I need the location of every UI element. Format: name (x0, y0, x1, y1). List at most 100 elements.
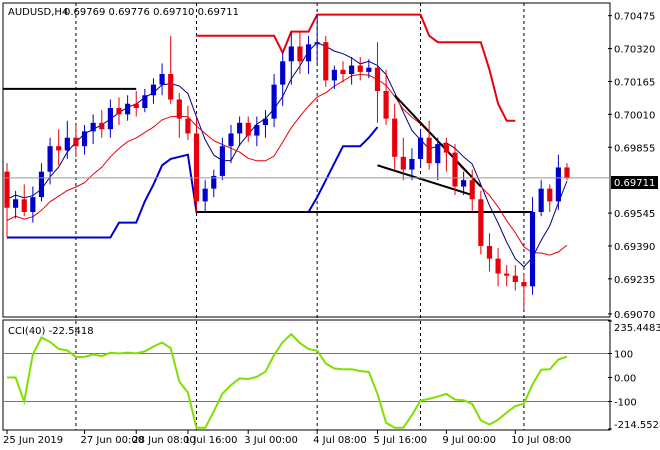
time-tick-label-2: 28 Jun 08:00 (132, 435, 196, 446)
symbol-label: AUDUSD,H4 (8, 7, 68, 18)
price-axis: 0.70475 0.70320 0.70165 0.70010 0.69855 0.695… (3, 12, 655, 321)
candle-body-11 (99, 122, 105, 130)
candle-body-8 (73, 137, 79, 147)
price-tick-label-2: 0.70165 (614, 77, 655, 88)
trend-line-lower (377, 164, 473, 196)
candle-body-27 (237, 122, 243, 134)
time-tick-label-7: 9 Jul 00:00 (442, 435, 496, 446)
candle-body-6 (56, 146, 62, 151)
time-tick-label-5: 4 Jul 08:00 (313, 435, 367, 446)
candle-body-45 (392, 118, 398, 157)
candle-body-49 (426, 137, 432, 164)
time-tick-label-3: 1 Jul 16:00 (184, 435, 238, 446)
candle-body-57 (495, 258, 501, 274)
candle-body-15 (133, 103, 139, 108)
candle-body-32 (280, 61, 286, 85)
candle-body-25 (219, 146, 225, 176)
candle-body-4 (38, 171, 45, 198)
candle-body-28 (245, 122, 251, 136)
time-tick-label-0: 25 Jun 2019 (3, 435, 63, 446)
candle-body-17 (150, 84, 157, 96)
candle-body-53 (461, 180, 467, 187)
ohlc-label: 0.69769 0.69776 0.69710 0.69711 (64, 7, 239, 18)
candle-body-5 (47, 146, 53, 172)
candle-body-18 (159, 74, 165, 85)
candle-body-2 (21, 199, 27, 212)
candle-body-9 (81, 131, 88, 147)
candle-body-44 (383, 91, 389, 119)
candle-body-48 (417, 137, 424, 159)
candle-body-50 (435, 144, 441, 164)
time-tick-label-1: 27 Jun 00:00 (81, 435, 145, 446)
candle-body-54 (469, 180, 475, 200)
price-tick-label-9: 0.69070 (614, 310, 655, 321)
candle-body-38 (331, 69, 337, 81)
candle-body-35 (305, 44, 312, 62)
cci-tick-label-2: 0.00 (614, 374, 636, 385)
candle-body-42 (366, 67, 372, 72)
candle-body-59 (512, 275, 518, 283)
candle-body-7 (64, 137, 70, 151)
current-price-tag: 0.69711 (614, 178, 655, 189)
time-tick-label-4: 3 Jul 00:00 (244, 435, 298, 446)
time-tick-label-8: 10 Jul 08:00 (511, 435, 571, 446)
candle-body-14 (125, 103, 131, 115)
cci-label: CCI(40) -22.5418 (8, 326, 94, 337)
candle-body-51 (443, 144, 449, 153)
candle-body-43 (374, 67, 381, 92)
current-price-tag-bg (611, 176, 658, 189)
cci-tick-label-0: 235.4483 (614, 323, 660, 334)
candle-body-34 (297, 46, 303, 62)
candle-body-3 (30, 197, 36, 212)
candle-body-63 (547, 188, 553, 202)
candle-body-30 (262, 118, 269, 125)
candle-body-13 (116, 108, 122, 115)
channel-lower-line (7, 126, 379, 239)
candle-body-40 (349, 65, 355, 75)
candle-body-41 (357, 65, 363, 72)
candle-body-23 (202, 188, 208, 202)
price-tick-label-0: 0.70475 (614, 12, 655, 23)
candle-body-10 (90, 122, 96, 132)
candle-body-47 (409, 158, 415, 170)
cci-tick-label-1: 100 (614, 350, 633, 361)
candle-body-21 (185, 118, 191, 134)
candle-body-36 (314, 42, 320, 45)
candle-body-37 (323, 42, 329, 81)
price-tick-label-6: 0.69545 (614, 209, 655, 220)
candle-body-56 (486, 245, 493, 259)
cci-axis: 235.4483 100 0.00 -100 -214.5528 (608, 320, 660, 431)
candle-body-65 (564, 167, 570, 179)
cci-tick-label-3: -100 (614, 398, 637, 409)
candle-body-58 (504, 273, 510, 276)
time-separators (75, 3, 525, 430)
candle-body-31 (271, 84, 277, 119)
candle-body-60 (521, 282, 527, 287)
price-tick-label-8: 0.69235 (614, 275, 655, 286)
candle-body-52 (452, 152, 458, 187)
candle-body-39 (340, 69, 346, 75)
candle-body-16 (142, 95, 148, 108)
price-tick-label-3: 0.70010 (614, 110, 655, 121)
cci-indicator (3, 332, 610, 429)
candle-body-33 (288, 46, 294, 62)
cci-line (7, 332, 568, 429)
time-tick-label-6: 5 Jul 16:00 (373, 435, 427, 446)
candle-body-62 (538, 188, 544, 212)
candle-body-61 (529, 212, 536, 287)
candle-body-22 (193, 133, 200, 202)
cci-tick-label-4: -214.5528 (614, 420, 660, 431)
candle-body-24 (211, 175, 217, 189)
candle-body-29 (254, 124, 260, 136)
candle-body-1 (13, 199, 19, 208)
price-tick-label-7: 0.69390 (614, 242, 655, 253)
candle-body-20 (176, 99, 182, 119)
candle-body-55 (478, 199, 484, 246)
candle-body-12 (107, 108, 113, 130)
candle-body-64 (555, 167, 561, 202)
price-tick-label-1: 0.70320 (614, 45, 655, 56)
cci-panel-border (2, 319, 611, 431)
candlesticks (4, 14, 570, 310)
candle-body-0 (4, 171, 10, 208)
